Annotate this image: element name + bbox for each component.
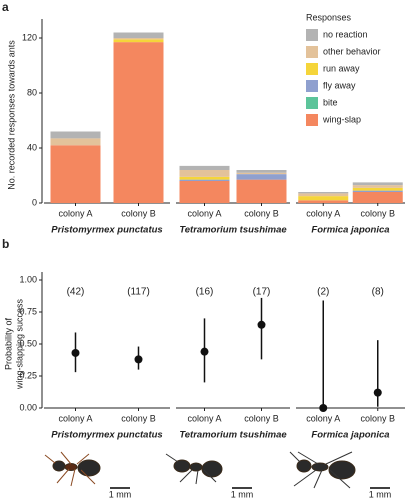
y-tick-label: 0.50 [19,338,37,348]
x-tick-label: colony B [360,413,395,423]
x-tick-label: colony A [187,208,221,218]
scale-label: 1 mm [231,489,254,499]
x-tick-label: colony B [244,413,279,423]
y-tick-label: 1.00 [19,274,37,284]
x-tick-label: colony B [121,208,156,218]
scale-label: 1 mm [109,489,132,499]
bar-segment [236,174,287,180]
bar-segment [352,185,403,188]
bar-segment [179,170,230,177]
count-label: (16) [196,287,214,298]
legend-swatch [306,29,318,41]
bar-segment [113,32,164,38]
point [257,320,266,329]
y-tick-label: 120 [22,32,37,42]
y-tick-label: 80 [27,87,37,97]
bar-segment [298,193,349,197]
scale-label: 1 mm [369,489,392,499]
point [373,388,382,397]
legend-swatch [306,114,318,126]
bar-segment [236,172,287,175]
point [319,404,328,412]
ant-photos [44,451,390,489]
legend-swatch [306,80,318,92]
bar-segment [50,131,101,139]
bar-segment [352,190,403,192]
legend-swatch [306,46,318,58]
x-tick-label: colony B [121,413,156,423]
bar-segment [298,200,349,203]
group-label: Formica japonica [311,430,389,441]
group-label: Pristomyrmex punctatus [51,430,162,441]
bar-segment [179,181,230,203]
x-tick-label: colony A [306,413,340,423]
bar-segment [179,176,230,180]
bar-segment [50,138,101,146]
panel-label: a [2,0,9,14]
bar-segment [236,170,287,173]
legend-swatch [306,97,318,109]
group-label: Formica japonica [311,225,389,236]
y-tick-label: 0 [32,197,37,207]
bar-segment [352,187,403,191]
y-axis-label: wing-slapping success [14,298,24,390]
count-label: (42) [67,287,85,298]
bar-segment [298,192,349,194]
count-label: (17) [253,287,271,298]
y-tick-label: 0.25 [19,370,37,380]
count-label: (117) [127,287,150,298]
bar-segment [298,196,349,201]
bar-segment [113,39,164,43]
legend-label: wing-slap [322,114,361,124]
bar-segment [50,145,101,203]
group-label: Tetramorium tsushimae [179,430,287,441]
point [200,347,209,356]
y-axis-label: Probability of [3,317,13,370]
bar-segment [113,38,164,40]
bar-segment [352,182,403,186]
count-label: (2) [317,287,329,298]
group-label: Tetramorium tsushimae [179,225,287,236]
bar-segment [179,165,230,170]
legend-title: Responses [306,12,352,22]
bar-segment [236,179,287,203]
bar-segment [352,192,403,203]
y-tick-label: 40 [27,142,37,152]
legend-label: bite [323,97,338,107]
x-tick-label: colony A [58,413,92,423]
bar-segment [179,179,230,181]
y-tick-label: 0.00 [19,402,37,412]
group-label: Pristomyrmex punctatus [51,225,162,236]
point [71,348,80,357]
bar-segment [113,42,164,203]
legend-label: no reaction [323,29,368,39]
x-tick-label: colony B [244,208,279,218]
x-tick-label: colony A [58,208,92,218]
legend-label: fly away [323,80,356,90]
y-axis-label: No. recorded responses towards ants [6,40,16,190]
legend-label: other behavior [323,46,381,56]
x-tick-label: colony B [360,208,395,218]
y-tick-label: 0.75 [19,306,37,316]
legend-swatch [306,63,318,75]
x-tick-label: colony A [306,208,340,218]
count-label: (8) [372,287,384,298]
x-tick-label: colony A [187,413,221,423]
panel-label: b [2,237,9,251]
point [134,355,143,364]
legend-label: run away [323,63,360,73]
